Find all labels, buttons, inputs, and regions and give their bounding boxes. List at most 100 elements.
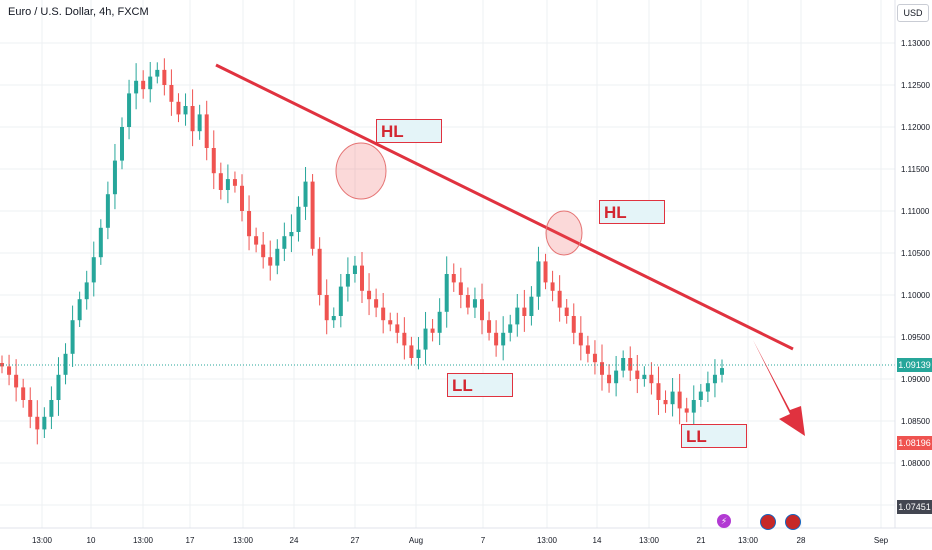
candle-body xyxy=(698,391,703,400)
us-flag-event-icon[interactable] xyxy=(785,514,801,530)
annotation-ll[interactable]: LL xyxy=(681,424,747,448)
candle-body xyxy=(134,80,139,94)
swing-high-circle xyxy=(545,210,583,256)
time-tick-label: 13:00 xyxy=(133,536,154,545)
symbol-name: Euro / U.S. Dollar xyxy=(8,6,93,18)
swing-high-circle xyxy=(335,142,387,200)
time-tick-label: 21 xyxy=(697,536,706,545)
candle-body xyxy=(395,324,400,333)
price-tick-label: 1.10000 xyxy=(901,291,930,300)
symbol-header[interactable]: Euro / U.S. Dollar, 4h, FXCM xyxy=(8,6,149,18)
candle-body xyxy=(423,328,428,350)
candle-body xyxy=(571,316,576,333)
candle-body xyxy=(56,374,61,400)
candle-body xyxy=(458,282,463,295)
chart-grid xyxy=(0,0,895,528)
candle-body xyxy=(430,328,435,333)
interval: 4h xyxy=(99,6,112,18)
candle-body xyxy=(522,307,527,316)
price-tick-label: 1.09500 xyxy=(901,333,930,342)
price-tick-label: 1.11000 xyxy=(901,207,930,216)
candle-body xyxy=(374,299,379,308)
candle-body xyxy=(282,236,287,249)
candle-body xyxy=(501,332,506,346)
candle-body xyxy=(564,307,569,316)
price-tick-label: 1.11500 xyxy=(901,165,930,174)
candle-body xyxy=(232,179,237,186)
annotation-ll[interactable]: LL xyxy=(447,373,513,397)
candle-body xyxy=(275,248,280,266)
candle-body xyxy=(649,374,654,384)
candle-body xyxy=(225,179,230,190)
currency-button[interactable]: USD xyxy=(897,4,929,22)
candle-body xyxy=(663,400,668,405)
candle-body xyxy=(628,358,633,371)
candle-body xyxy=(148,76,153,90)
candle-body xyxy=(656,383,661,400)
price-tick-label: 1.10500 xyxy=(901,249,930,258)
candle-body xyxy=(162,69,167,85)
candle-body xyxy=(352,265,357,274)
time-tick-label: 14 xyxy=(593,536,602,545)
candle-body xyxy=(112,160,117,195)
exchange: FXCM xyxy=(117,6,149,18)
candle-body xyxy=(437,311,442,333)
candle-body xyxy=(677,391,682,409)
candle-body xyxy=(42,416,47,430)
candle-body xyxy=(289,232,294,237)
candle-body xyxy=(684,408,689,413)
time-tick-label: 13:00 xyxy=(233,536,254,545)
time-tick-label: 10 xyxy=(87,536,96,545)
candle-body xyxy=(127,93,132,127)
candle-body xyxy=(183,106,188,115)
time-tick-label: 13:00 xyxy=(639,536,660,545)
price-tag-gray: 1.07451 xyxy=(897,500,932,514)
candle-body xyxy=(508,324,513,333)
candle-body xyxy=(621,358,626,371)
lightning-event-icon[interactable]: ⚡ xyxy=(717,514,731,528)
candle-body xyxy=(607,374,612,384)
candle-body xyxy=(197,114,202,132)
candle-body xyxy=(345,274,350,287)
time-tick-label: 7 xyxy=(481,536,486,545)
candle-body xyxy=(360,265,364,291)
candle-body xyxy=(578,332,583,346)
candle-body xyxy=(494,332,499,346)
candle-body xyxy=(585,345,590,354)
candle-body xyxy=(91,257,96,283)
candle-body xyxy=(720,368,724,375)
candle-body xyxy=(472,299,477,308)
time-tick-label: 13:00 xyxy=(32,536,53,545)
annotation-hl[interactable]: HL xyxy=(599,200,665,224)
candlestick-series xyxy=(0,58,724,445)
candle-body xyxy=(21,387,26,400)
candle-body xyxy=(465,295,470,308)
candle-body xyxy=(14,374,19,388)
candle-body xyxy=(7,366,12,375)
candle-body xyxy=(247,211,252,237)
candle-body xyxy=(416,349,421,358)
candle-body xyxy=(635,370,640,379)
candle-body xyxy=(310,181,315,249)
candle-body xyxy=(35,416,40,430)
time-tick-label: 17 xyxy=(186,536,195,545)
candle-body xyxy=(529,296,534,316)
candle-body xyxy=(268,257,273,266)
annotation-hl[interactable]: HL xyxy=(376,119,442,143)
candle-body xyxy=(169,85,174,102)
trendline xyxy=(215,63,794,351)
candle-body xyxy=(402,332,407,346)
time-tick-label: 28 xyxy=(797,536,806,545)
time-tick-label: 27 xyxy=(351,536,360,545)
price-tick-label: 1.08000 xyxy=(901,459,930,468)
candle-body xyxy=(331,316,336,321)
candle-body xyxy=(536,261,541,297)
candle-body xyxy=(28,400,33,417)
us-flag-event-icon[interactable] xyxy=(760,514,776,530)
price-tag-red: 1.08196 xyxy=(897,436,932,450)
candle-body xyxy=(0,363,4,367)
candle-body xyxy=(261,244,266,258)
price-tick-label: 1.13000 xyxy=(901,39,930,48)
candle-body xyxy=(487,320,492,333)
